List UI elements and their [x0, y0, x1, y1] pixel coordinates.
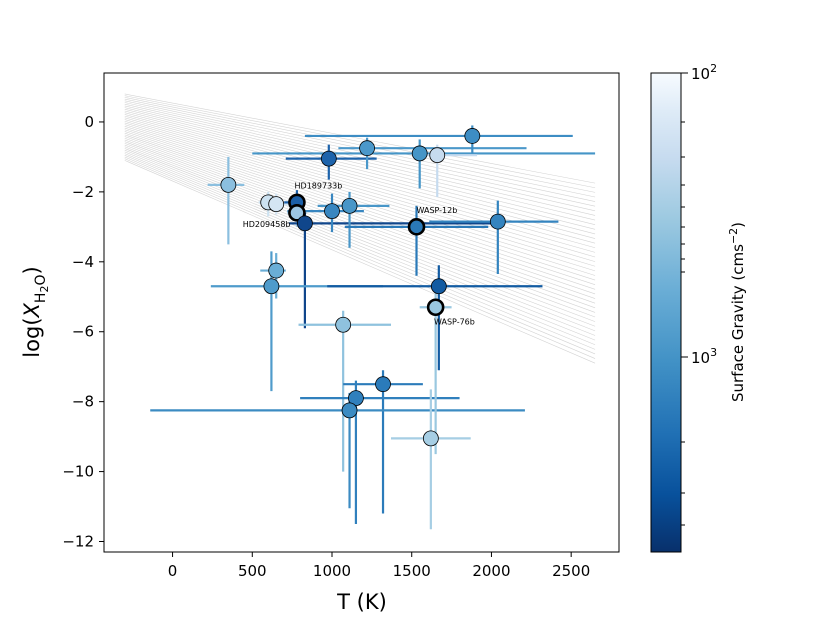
data-point — [422, 430, 439, 447]
band-line — [124, 95, 596, 189]
x-tick-label: 2500 — [552, 562, 590, 580]
y-tick-label: −4 — [72, 253, 94, 271]
band-line — [124, 122, 596, 262]
planet-label: WASP-12b — [417, 206, 458, 215]
model-band — [124, 93, 596, 364]
band-line — [124, 160, 596, 364]
data-point — [489, 213, 506, 230]
data-point — [263, 278, 280, 295]
band-line — [124, 93, 596, 184]
planet-label: WASP-76b — [434, 318, 475, 327]
band-line — [124, 131, 596, 285]
band-line — [124, 114, 596, 239]
y-tick-label: −8 — [72, 393, 94, 411]
colorbar-tick-label-top: 102 — [691, 62, 717, 83]
data-point — [359, 140, 375, 157]
band-line — [124, 107, 596, 221]
band-line — [124, 117, 596, 249]
data-point — [464, 128, 481, 144]
x-tick-label: 2000 — [472, 562, 510, 580]
band-line — [124, 158, 596, 359]
colorbar-ticks — [681, 72, 688, 526]
band-line — [124, 109, 596, 225]
colorbar — [650, 72, 682, 553]
band-line — [124, 143, 596, 318]
planet-label: HD209458b — [243, 220, 291, 229]
x-tick-label: 1500 — [393, 562, 431, 580]
x-tick-label: 500 — [238, 562, 267, 580]
y-tick-label: −12 — [62, 533, 94, 551]
band-line — [124, 156, 596, 355]
data-point — [430, 278, 447, 295]
x-axis-ticks: 0 500 1000 1500 2000 2500 — [168, 552, 590, 580]
data-point — [268, 262, 285, 279]
data-point — [341, 197, 358, 214]
plot-frame — [103, 72, 620, 553]
x-tick-label: 0 — [168, 562, 178, 580]
colorbar-label: Surface Gravity (cms−2) — [727, 222, 747, 402]
band-line — [124, 105, 596, 216]
data-point — [348, 390, 364, 407]
data-point — [341, 402, 358, 419]
band-line — [124, 110, 596, 230]
band-line — [124, 103, 596, 212]
data-point — [429, 147, 446, 164]
band-line — [124, 120, 596, 258]
data-point — [268, 196, 285, 213]
band-line — [124, 127, 596, 276]
band-line — [124, 144, 596, 322]
band-line — [124, 112, 596, 235]
data-point — [296, 215, 313, 232]
band-line — [124, 119, 596, 253]
band-line — [124, 153, 596, 346]
y-axis-label: log(XH2O) — [20, 266, 51, 357]
band-line — [124, 136, 596, 299]
band-line — [124, 155, 596, 350]
data-point-highlighted — [288, 204, 306, 222]
data-point — [335, 316, 352, 333]
data-point-highlighted — [407, 218, 426, 236]
band-line — [124, 148, 596, 332]
y-axis-ticks: 0 −2 −4 −6 −8 −10 −12 — [62, 113, 104, 551]
y-tick-label: 0 — [84, 113, 94, 131]
planet-label: HD189733b — [295, 181, 343, 190]
planet-annotations: HD189733b HD209458b WASP-12b WASP-76b — [243, 181, 475, 326]
x-tick-label: 1000 — [313, 562, 351, 580]
data-point — [324, 203, 340, 220]
band-line — [124, 126, 596, 272]
band-line — [124, 134, 596, 295]
band-line — [124, 137, 596, 304]
data-point — [411, 145, 428, 162]
data-point — [320, 150, 337, 167]
x-axis-label: T (K) — [336, 590, 387, 614]
data-point-highlighted — [426, 298, 445, 317]
data-point — [375, 376, 391, 393]
band-line — [124, 124, 596, 267]
y-tick-label: −6 — [72, 323, 94, 341]
data-points — [220, 128, 506, 447]
data-point — [220, 176, 237, 193]
band-line — [124, 146, 596, 327]
y-tick-label: −2 — [72, 183, 94, 201]
band-line — [124, 149, 596, 336]
band-line — [124, 151, 596, 341]
colorbar-tick-label-mid: 103 — [691, 346, 717, 367]
y-tick-label: −10 — [62, 463, 94, 481]
